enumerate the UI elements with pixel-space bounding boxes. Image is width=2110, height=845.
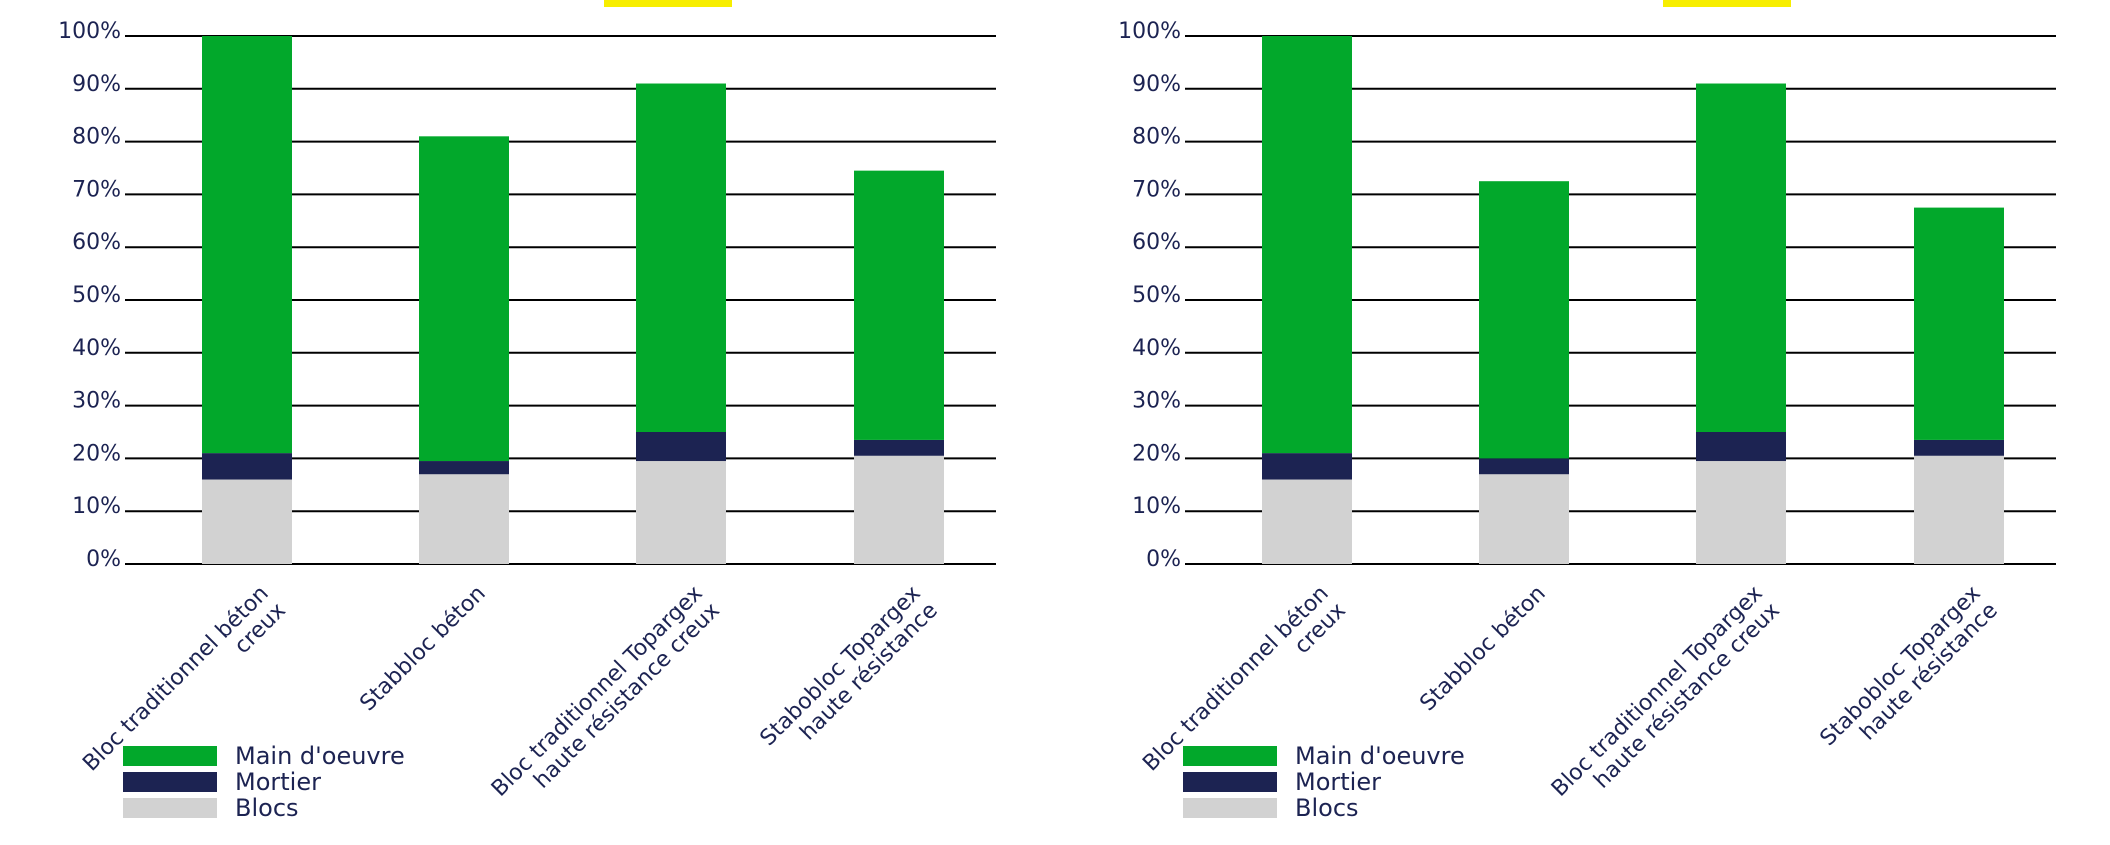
category-label-line: Bloc traditionnel Topargex: [487, 581, 708, 802]
bar-blocs: [1479, 474, 1569, 564]
y-tick-label: 10%: [1132, 494, 1181, 519]
bar-mortier: [854, 439, 944, 456]
y-tick-label: 40%: [72, 336, 121, 361]
y-tick-label: 10%: [72, 494, 121, 519]
bar-blocs: [419, 474, 509, 564]
y-tick-label: 100%: [1118, 19, 1181, 44]
category-label-line: haute résistance creux: [1589, 598, 1785, 794]
bar-mortier: [636, 432, 726, 462]
y-tick-label: 60%: [1132, 230, 1181, 255]
category-label-line: Stabobloc Topargex: [756, 581, 926, 751]
bar-main-d-oeuvre: [854, 170, 944, 440]
y-tick-label: 80%: [1132, 125, 1181, 150]
y-tick-label: 90%: [1132, 72, 1181, 97]
legend-swatch: [1183, 772, 1277, 792]
header-highlight: [1663, 0, 1791, 7]
y-tick-label: 70%: [1132, 177, 1181, 202]
bar-main-d-oeuvre: [1914, 207, 2004, 440]
y-tick-label: 50%: [72, 283, 121, 308]
legend-swatch: [123, 772, 217, 792]
category-label: Bloc traditionnel Topargexhaute résistan…: [1547, 581, 1785, 819]
bar-blocs: [202, 479, 292, 564]
y-tick-label: 60%: [72, 230, 121, 255]
y-tick-label: 80%: [72, 125, 121, 150]
y-tick-label: 0%: [1146, 547, 1181, 572]
category-label: Stabbloc béton: [1415, 581, 1550, 716]
bar-mortier: [1914, 439, 2004, 456]
chart-panel-2: 0% 10% 20% 30% 40% 50% 60% 70% 80% 90% 100% Bloc tr…: [1118, 0, 2056, 822]
category-label: Bloc traditionnel Topargexhaute résistan…: [487, 581, 725, 819]
y-tick-label: 40%: [1132, 336, 1181, 361]
bar-mortier: [202, 453, 292, 480]
bar-main-d-oeuvre: [419, 136, 509, 462]
bar-mortier: [1479, 458, 1569, 475]
y-tick-label: 20%: [72, 441, 121, 466]
legend-label: Blocs: [235, 794, 299, 822]
legend-label: Mortier: [235, 768, 321, 796]
category-label-line: Stabbloc béton: [355, 581, 490, 716]
chart-panel-1: 0% 10% 20% 30% 40% 50% 60% 70% 80% 90% 100% Bloc tr…: [58, 0, 996, 822]
category-label-line: Stabobloc Topargex: [1816, 581, 1986, 751]
header-highlight: [604, 0, 732, 7]
legend-swatch: [123, 746, 217, 766]
y-tick-label: 20%: [1132, 441, 1181, 466]
category-label-line: Bloc traditionnel Topargex: [1547, 581, 1768, 802]
category-label: Stabobloc Topargexhaute résistance: [756, 581, 943, 768]
y-tick-label: 30%: [1132, 389, 1181, 414]
bar-blocs: [1262, 479, 1352, 564]
category-label: Stabbloc béton: [355, 581, 490, 716]
category-label: Stabobloc Topargexhaute résistance: [1816, 581, 2003, 768]
bar-blocs: [854, 455, 944, 564]
bar-main-d-oeuvre: [1262, 36, 1352, 454]
y-tick-label: 90%: [72, 72, 121, 97]
bar-mortier: [1696, 432, 1786, 462]
bar-main-d-oeuvre: [202, 36, 292, 454]
bar-mortier: [419, 461, 509, 475]
legend-label: Main d'oeuvre: [235, 742, 405, 770]
legend-swatch: [1183, 746, 1277, 766]
bar-blocs: [636, 461, 726, 564]
bar-blocs: [1914, 455, 2004, 564]
legend-label: Mortier: [1295, 768, 1381, 796]
y-tick-label: 50%: [1132, 283, 1181, 308]
legend-label: Main d'oeuvre: [1295, 742, 1465, 770]
legend-label: Blocs: [1295, 794, 1359, 822]
legend-swatch: [123, 798, 217, 818]
y-tick-label: 70%: [72, 177, 121, 202]
category-label-line: haute résistance creux: [529, 598, 725, 794]
bar-main-d-oeuvre: [1479, 181, 1569, 459]
bar-blocs: [1696, 461, 1786, 564]
legend-swatch: [1183, 798, 1277, 818]
y-tick-label: 30%: [72, 389, 121, 414]
y-tick-label: 0%: [86, 547, 121, 572]
bar-main-d-oeuvre: [1696, 83, 1786, 433]
bar-main-d-oeuvre: [636, 83, 726, 433]
category-label-line: Stabbloc béton: [1415, 581, 1550, 716]
y-tick-label: 100%: [58, 19, 121, 44]
bar-mortier: [1262, 453, 1352, 480]
